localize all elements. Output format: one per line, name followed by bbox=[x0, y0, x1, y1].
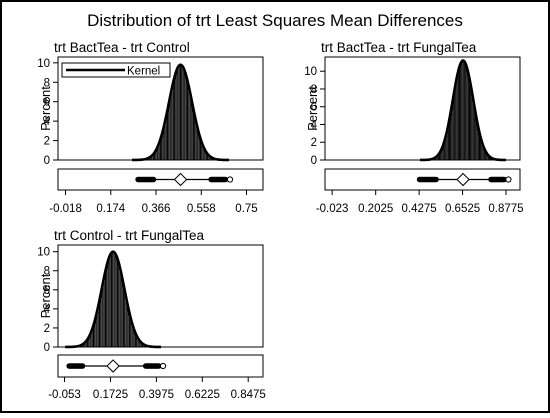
boxplot bbox=[57, 354, 264, 378]
y-tick-label: 4 bbox=[44, 116, 51, 128]
x-tick-label: -0.023 bbox=[316, 203, 349, 215]
y-tick-label: 10 bbox=[37, 247, 50, 259]
y-axis-ticks: 0 2 4 6 8 10 bbox=[304, 66, 325, 167]
x-tick-label: 0.6525 bbox=[445, 203, 480, 215]
x-tick-label: 0.6225 bbox=[185, 389, 220, 401]
mean-diamond bbox=[456, 172, 470, 187]
x-tick-label: 0.75 bbox=[235, 203, 257, 215]
y-axis-label: Percent bbox=[38, 273, 53, 318]
x-axis-ticks: -0.023 0.2025 0.4275 0.6525 0.8775 bbox=[316, 190, 524, 215]
panel-3: trt Control - trt FungalTea Percent 0 2 4 6 8 1… bbox=[37, 228, 266, 401]
y-tick-label: 2 bbox=[311, 137, 317, 149]
y-tick-label: 0 bbox=[311, 155, 317, 167]
x-axis-ticks: -0.018 0.174 0.366 0.558 0.75 bbox=[49, 190, 258, 215]
x-tick-label: 0.3975 bbox=[139, 389, 174, 401]
mean-diamond bbox=[173, 172, 188, 187]
y-tick-label: 4 bbox=[311, 119, 318, 131]
x-tick-label: 0.1725 bbox=[93, 389, 128, 401]
boxplot bbox=[324, 168, 521, 191]
boxplot-frame bbox=[57, 354, 264, 378]
mean-diamond bbox=[106, 359, 120, 373]
y-tick-label: 4 bbox=[44, 304, 51, 316]
legend: Kernel bbox=[61, 62, 171, 78]
x-tick-label: 0.8775 bbox=[488, 203, 523, 215]
outlier-point-max bbox=[159, 362, 167, 370]
panel-1: trt BactTea - trt Control Percent 0 2 4 6 8 10 K… bbox=[37, 40, 264, 215]
y-tick-label: 0 bbox=[44, 155, 50, 167]
y-tick-label: 0 bbox=[44, 342, 50, 354]
kernel-density-line bbox=[420, 59, 507, 162]
panels: trt BactTea - trt Control Percent 0 2 4 6 8 10 K… bbox=[37, 40, 523, 401]
x-tick-label: 0.174 bbox=[96, 203, 125, 215]
x-tick-label: 0.2025 bbox=[358, 203, 393, 215]
x-tick-label: 0.4275 bbox=[402, 203, 437, 215]
x-tick-label: -0.053 bbox=[48, 389, 81, 401]
y-axis-ticks: 0 2 4 6 8 10 bbox=[37, 58, 58, 167]
outlier-point-max bbox=[505, 176, 512, 183]
y-tick-label: 2 bbox=[44, 323, 50, 335]
y-tick-label: 6 bbox=[44, 97, 50, 109]
legend-entry: Kernel bbox=[127, 66, 160, 78]
x-tick-label: 0.366 bbox=[142, 203, 171, 215]
panel-title: trt BactTea - trt Control bbox=[54, 40, 190, 55]
panel-title: trt Control - trt FungalTea bbox=[54, 228, 205, 243]
y-tick-label: 6 bbox=[311, 102, 317, 114]
outlier-point-max bbox=[226, 176, 234, 183]
boxplot-frame bbox=[57, 168, 264, 191]
histogram-frame bbox=[57, 244, 264, 348]
panel-2: trt BactTea - trt FungalTea Percent 0 2 4 6 8 1… bbox=[304, 40, 523, 215]
boxplot bbox=[57, 168, 264, 191]
y-tick-label: 2 bbox=[44, 136, 50, 148]
y-tick-label: 10 bbox=[304, 66, 317, 78]
panel-title: trt BactTea - trt FungalTea bbox=[321, 40, 477, 55]
y-tick-label: 6 bbox=[44, 285, 50, 297]
y-axis-label: Percent bbox=[305, 86, 320, 131]
histogram-frame bbox=[324, 56, 521, 161]
y-tick-label: 8 bbox=[44, 266, 50, 278]
y-axis-label: Percent bbox=[38, 86, 53, 131]
histogram-frame bbox=[57, 56, 264, 161]
y-axis-ticks: 0 2 4 6 8 10 bbox=[37, 247, 58, 354]
x-tick-label: -0.018 bbox=[49, 203, 82, 215]
x-axis-ticks: -0.053 0.1725 0.3975 0.6225 0.8475 bbox=[48, 377, 266, 401]
y-tick-label: 8 bbox=[311, 84, 317, 96]
y-tick-label: 10 bbox=[37, 58, 50, 70]
boxplot-frame bbox=[324, 168, 521, 191]
figure-title: Distribution of trt Least Squares Mean D… bbox=[87, 11, 463, 30]
x-tick-label: 0.558 bbox=[187, 203, 216, 215]
kernel-density-line bbox=[132, 63, 230, 162]
y-tick-label: 8 bbox=[44, 77, 50, 89]
x-tick-label: 0.8475 bbox=[231, 389, 266, 401]
kernel-density-line bbox=[65, 250, 162, 349]
